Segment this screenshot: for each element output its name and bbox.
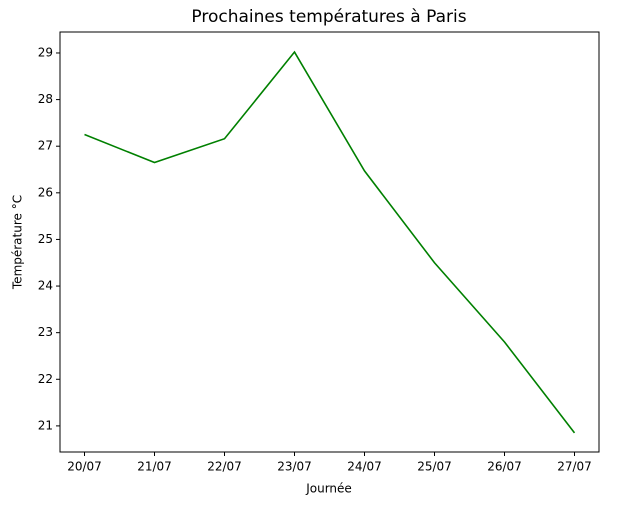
x-tick-label: 23/07 bbox=[277, 460, 312, 474]
x-tick-label: 27/07 bbox=[557, 460, 592, 474]
y-tick-label: 26 bbox=[38, 185, 53, 199]
y-tick-label: 22 bbox=[38, 372, 53, 386]
x-tick-label: 20/07 bbox=[67, 460, 102, 474]
line-series bbox=[84, 50, 576, 434]
plot-frame bbox=[59, 31, 600, 453]
x-tick-label: 21/07 bbox=[137, 460, 172, 474]
x-axis-label: Journée bbox=[305, 482, 352, 496]
y-tick-label: 27 bbox=[38, 139, 53, 153]
y-tick-label: 23 bbox=[38, 325, 53, 339]
y-tick-label: 24 bbox=[38, 279, 53, 293]
y-tick-label: 28 bbox=[38, 92, 53, 106]
y-tick-label: 25 bbox=[38, 232, 53, 246]
chart-title: Prochaines températures à Paris bbox=[191, 7, 466, 27]
y-tick-label: 21 bbox=[38, 418, 53, 432]
x-tick-label: 26/07 bbox=[487, 460, 522, 474]
x-tick-label: 22/07 bbox=[207, 460, 242, 474]
y-axis-label: Température °C bbox=[11, 195, 25, 290]
x-tick-label: 25/07 bbox=[417, 460, 452, 474]
y-tick-label: 29 bbox=[38, 45, 53, 59]
x-tick-label: 24/07 bbox=[347, 460, 382, 474]
